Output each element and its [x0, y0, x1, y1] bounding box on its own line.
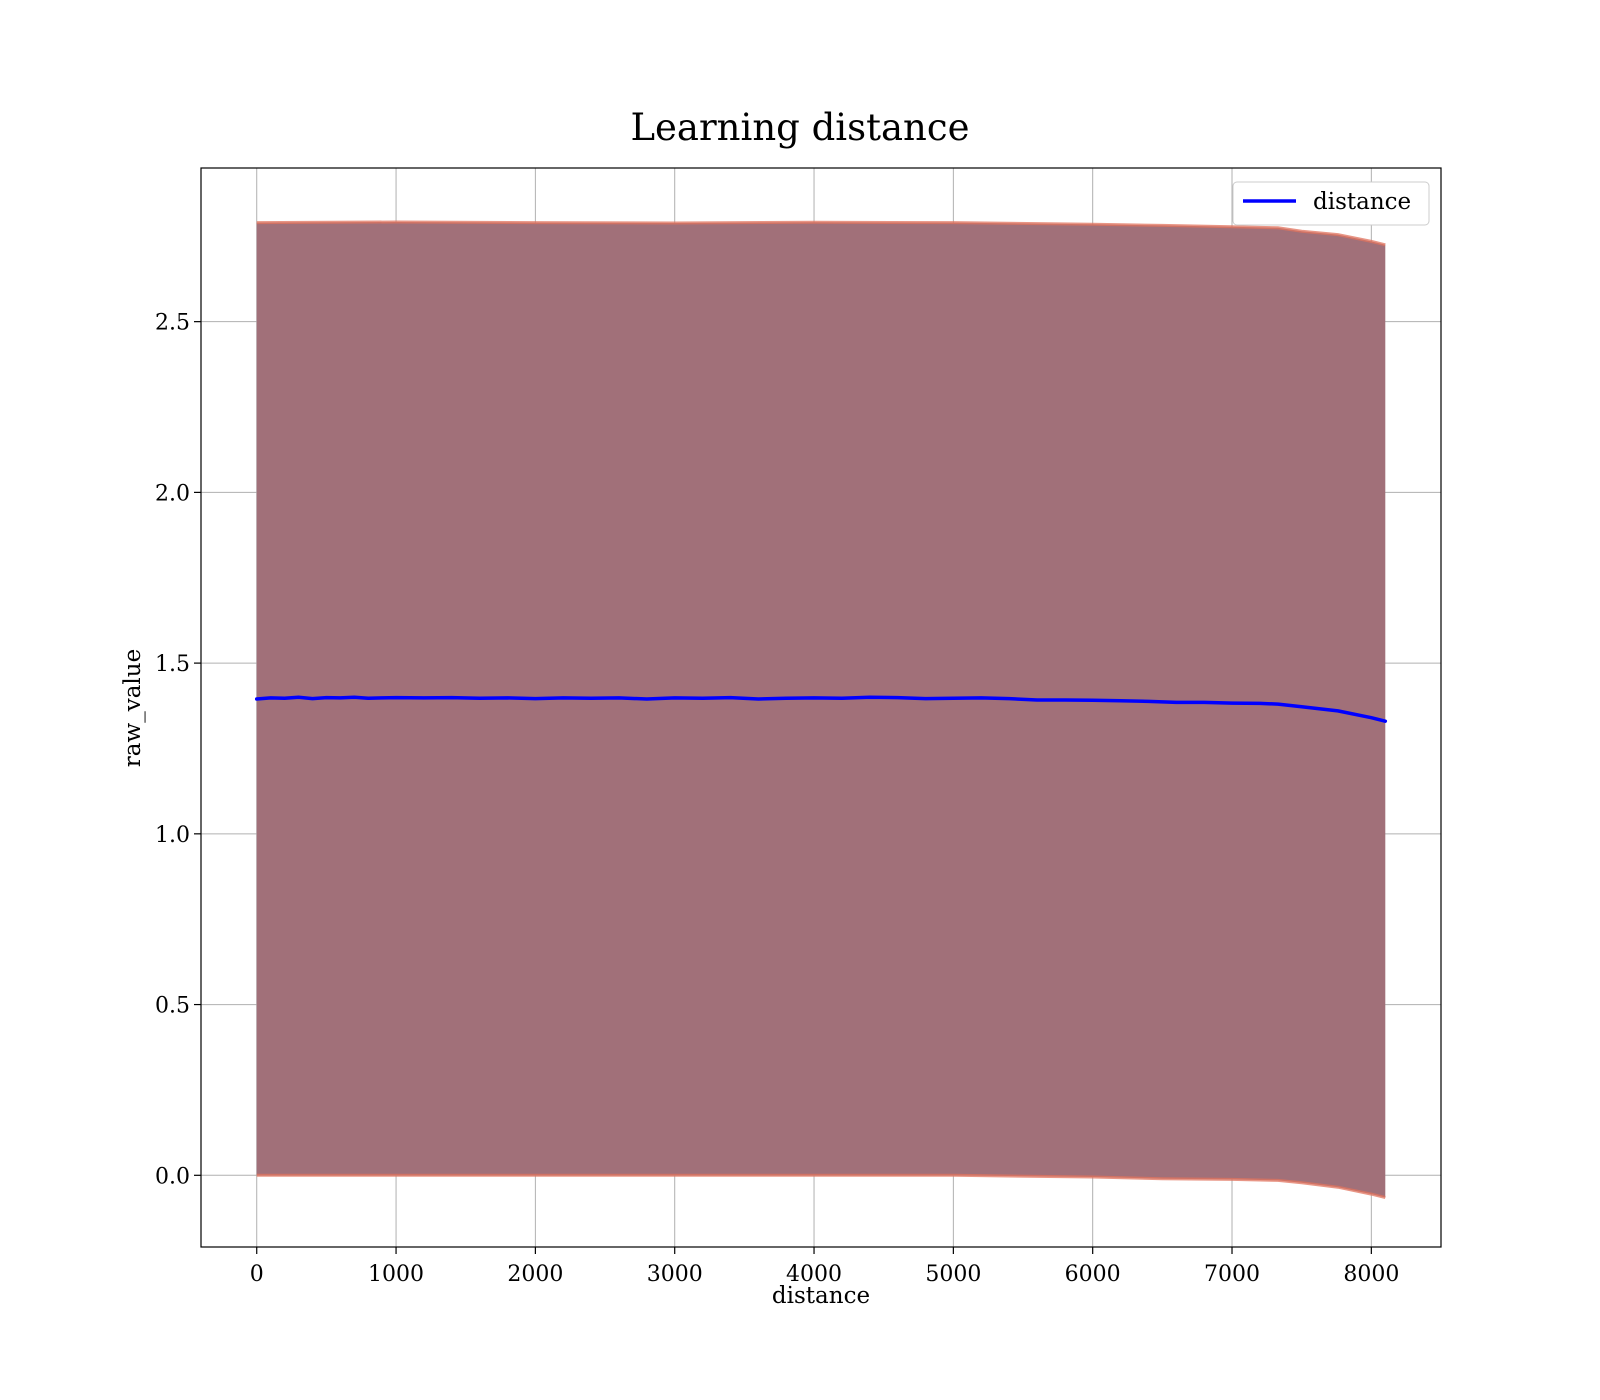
legend-label-distance: distance: [1313, 189, 1411, 215]
series-lines: [254, 695, 1388, 723]
x-tick-label: 2000: [507, 1262, 563, 1287]
y-tick-label: 2.0: [155, 481, 190, 506]
x-tick-label: 3000: [647, 1262, 703, 1287]
y-tick-label: 2.5: [155, 311, 190, 336]
x-axis-label: distance: [772, 1283, 870, 1309]
legend-box: [1232, 181, 1430, 226]
x-tick-label: 8000: [1343, 1262, 1399, 1287]
y-tick-label: 1.5: [155, 652, 190, 677]
plot-area-frame: [200, 167, 1442, 1248]
x-tick-label: 0: [250, 1262, 264, 1287]
y-tick-label: 1.0: [155, 823, 190, 848]
x-tick-label: 4000: [786, 1262, 842, 1287]
x-tick-label: 7000: [1204, 1262, 1260, 1287]
y-axis-label: raw_value: [120, 649, 146, 767]
chart-title: Learning distance: [630, 106, 969, 149]
x-tick-label: 5000: [925, 1262, 981, 1287]
legend: distance: [1232, 181, 1430, 226]
spread-band: [256, 220, 1386, 1199]
y-tick-label: 0.5: [155, 994, 190, 1019]
axis-ticks: 0 1000 2000 3000 4000 5000 6000 7000 8000 0.0 0.5 1…: [155, 311, 1399, 1287]
band-upper-edge: [256, 220, 1386, 247]
series-line-distance: [254, 695, 1388, 723]
x-tick-label: 1000: [368, 1262, 424, 1287]
band-area: [256, 222, 1386, 1198]
band-lower-edge: [256, 1173, 1386, 1199]
y-tick-label: 0.0: [155, 1164, 190, 1189]
x-tick-label: 6000: [1065, 1262, 1121, 1287]
